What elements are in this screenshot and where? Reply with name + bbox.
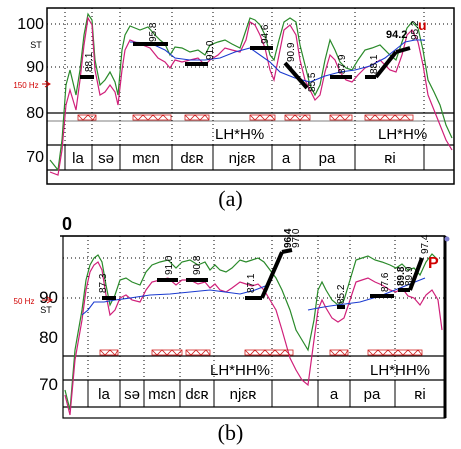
syllable: dɛʀ [180, 150, 203, 167]
syllable: a [330, 386, 339, 403]
tick-label: 90 [26, 59, 44, 76]
syllable: njɛʀ [230, 386, 257, 403]
tick-label: 80 [26, 105, 44, 122]
panel-a: 100 90 80 70 ST 150 Hz 88.1 95.8 91.0 94… [0, 0, 461, 190]
target-value: 97.0 [291, 228, 302, 248]
pitch-curve-magenta [64, 261, 443, 416]
syllable-dividers [87, 380, 396, 407]
corner-label: 0 [62, 214, 72, 234]
syllable: dɛʀ [185, 386, 208, 403]
cursor-dot [444, 236, 450, 242]
tone-label: LH*HH% [210, 362, 270, 379]
target-labels: 87.3 91.0 90.8 87.1 96.4 97.0 85.2 87.6 … [98, 228, 431, 304]
axis-unit: ST [40, 305, 52, 315]
pitch-curve-blue [129, 39, 425, 83]
syllable: la [72, 150, 84, 167]
boundary-marker: u [418, 17, 427, 33]
pitch-track-a: 100 90 80 70 ST 150 Hz 88.1 95.8 91.0 94… [13, 7, 455, 185]
tone-label: LH*HH% [370, 362, 430, 379]
target-value: 88.1 [84, 52, 95, 72]
syllable: mɛn [132, 150, 160, 167]
tick-label: 70 [39, 375, 58, 394]
panel-b: 0 90 80 70 ST 50 Hz 87.3 9 [0, 210, 461, 420]
syllable: sə [124, 386, 140, 403]
target-value: 87.3 [98, 273, 109, 293]
tick-label: 100 [17, 16, 44, 33]
tone-label: LH*H% [378, 126, 427, 143]
target-value: 85.2 [336, 284, 347, 304]
boundary-marker: P [428, 255, 439, 272]
y-axis: 100 90 80 70 ST 150 Hz [13, 16, 51, 166]
pitch-curve-blue [81, 277, 426, 316]
y-axis: 90 80 70 ST 50 Hz [14, 288, 58, 394]
pitch-curve-green [49, 12, 453, 172]
syllable: sə [98, 150, 114, 167]
target-value: 91.0 [164, 255, 175, 275]
tick-label: 70 [26, 149, 44, 166]
target-value: 95.8 [148, 22, 159, 42]
syllable: pa [319, 150, 336, 167]
tone-label: LH*H% [215, 126, 264, 143]
syllable: pa [364, 386, 381, 403]
target-value: 89.8 [396, 266, 407, 286]
reference-hz-label: 150 Hz [13, 81, 38, 90]
reference-hz-label: 50 Hz [14, 297, 35, 306]
syllable: ʀi [384, 150, 395, 167]
tick-label: 80 [39, 328, 58, 347]
target-value: 96.4 [283, 228, 294, 248]
target-value: 89.9 [404, 266, 415, 286]
target-value: 94.2 [386, 29, 407, 41]
axis-unit: ST [30, 40, 42, 50]
target-value: 87.1 [246, 273, 257, 293]
target-value: 97.4 [420, 234, 431, 254]
hatched-segments [77, 114, 414, 121]
syllable: mɛn [148, 386, 176, 403]
target-value: 87.6 [380, 272, 391, 292]
syllable: ʀi [414, 386, 425, 403]
caption-a: (a) [218, 186, 243, 211]
plot-frame [46, 7, 455, 185]
reference-arrow-icon [42, 296, 53, 304]
target-segments [102, 248, 424, 309]
target-segments [80, 42, 411, 90]
target-value: 87.9 [337, 54, 348, 74]
target-value: 91.0 [205, 40, 216, 60]
grid-vertical [87, 236, 396, 380]
syllable-dividers [64, 145, 425, 170]
target-value: 85.5 [307, 72, 318, 92]
target-labels: 88.1 95.8 91.0 94.6 90.9 85.5 87.9 88.1 … [84, 20, 421, 92]
syllable: njɛʀ [229, 150, 256, 167]
pitch-curve-magenta [49, 16, 453, 176]
target-value: 90.8 [192, 255, 203, 275]
pitch-track-b: 0 90 80 70 ST 50 Hz 87.3 9 [14, 214, 450, 419]
target-value: 94.6 [260, 24, 271, 44]
syllable: la [98, 386, 110, 403]
syllable-labels: la sə mɛn dɛʀ njɛʀ a pa ʀi [98, 386, 426, 403]
target-value: 90.9 [286, 42, 297, 62]
reference-arrow-icon [42, 80, 51, 88]
hatched-segments [99, 349, 423, 356]
syllable-labels: la sə mɛn dɛʀ njɛʀ a pa ʀi [72, 150, 396, 167]
target-value: 88.1 [369, 54, 380, 74]
target-value: 95.2 [410, 20, 421, 40]
syllable: a [282, 150, 291, 167]
caption-b: (b) [217, 420, 244, 445]
